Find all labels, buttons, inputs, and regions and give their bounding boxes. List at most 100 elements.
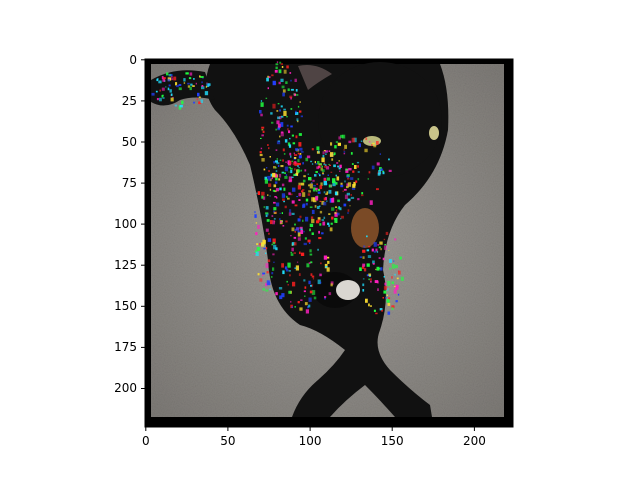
x-axis: 0 50 100 150 200 — [142, 427, 486, 448]
saliency-speck — [323, 191, 326, 194]
saliency-speck — [387, 302, 391, 306]
saliency-speck — [189, 72, 193, 76]
saliency-speck — [178, 105, 182, 110]
saliency-speck — [346, 174, 350, 178]
saliency-speck — [282, 92, 285, 97]
saliency-speck — [353, 137, 357, 143]
saliency-speck — [391, 276, 393, 279]
saliency-speck — [297, 232, 301, 237]
saliency-speck — [169, 89, 172, 93]
saliency-speck — [375, 312, 378, 315]
saliency-speck — [298, 153, 301, 156]
saliency-speck — [262, 239, 266, 245]
saliency-speck — [361, 192, 364, 195]
saliency-speck — [324, 164, 327, 166]
saliency-speck — [351, 137, 355, 143]
saliency-speck — [290, 125, 293, 128]
saliency-speck — [372, 260, 375, 264]
saliency-speck — [324, 296, 326, 300]
saliency-speck — [204, 91, 209, 96]
saliency-speck — [346, 192, 350, 196]
saliency-speck — [322, 174, 325, 176]
saliency-speck — [279, 116, 282, 119]
saliency-speck — [299, 153, 302, 155]
saliency-speck — [399, 256, 402, 260]
saliency-speck — [292, 281, 296, 287]
saliency-speck — [260, 147, 263, 150]
saliency-speck — [337, 199, 340, 203]
saliency-speck — [302, 204, 305, 208]
saliency-speck — [303, 175, 306, 178]
saliency-speck — [304, 302, 308, 306]
saliency-speck — [393, 289, 397, 294]
saliency-speck — [172, 96, 174, 98]
saliency-speck — [363, 245, 366, 248]
saliency-speck — [311, 275, 315, 278]
saliency-speck — [256, 192, 258, 194]
saliency-speck — [268, 147, 270, 150]
saliency-speck — [396, 277, 399, 280]
saliency-speck — [297, 301, 300, 304]
saliency-speck — [328, 292, 332, 296]
saliency-speck — [309, 253, 313, 256]
saliency-speck — [310, 284, 312, 287]
saliency-speck — [330, 281, 334, 285]
saliency-speck — [340, 215, 344, 219]
saliency-speck — [206, 82, 208, 84]
saliency-speck — [291, 212, 295, 215]
saliency-speck — [314, 187, 318, 191]
saliency-speck — [386, 294, 388, 296]
saliency-speck — [275, 177, 278, 181]
saliency-speck — [387, 311, 391, 315]
saliency-speck — [348, 140, 352, 144]
saliency-speck — [322, 172, 324, 175]
saliency-speck — [298, 199, 301, 201]
saliency-speck — [383, 238, 386, 241]
saliency-speck — [317, 191, 321, 194]
saliency-speck — [321, 169, 325, 172]
saliency-speck — [338, 167, 341, 170]
saliency-speck — [289, 274, 291, 277]
saliency-speck — [275, 247, 278, 251]
saliency-speck — [291, 227, 295, 232]
saliency-speck — [335, 192, 338, 196]
saliency-speck — [337, 207, 340, 210]
saliency-speck — [305, 202, 308, 206]
saliency-speck — [269, 288, 271, 291]
saliency-speck — [301, 190, 304, 193]
saliency-speck — [263, 206, 265, 209]
saliency-speck — [162, 94, 164, 97]
saliency-speck — [295, 148, 299, 151]
saliency-speck — [298, 167, 300, 169]
saliency-speck — [302, 189, 305, 191]
saliency-speck — [343, 152, 346, 155]
saliency-speck — [357, 198, 360, 201]
saliency-speck — [275, 149, 278, 151]
saliency-speck — [317, 279, 321, 285]
saliency-speck — [175, 82, 178, 86]
saliency-speck — [362, 249, 366, 253]
saliency-speck — [389, 267, 392, 270]
saliency-speck — [322, 221, 326, 226]
saliency-speck — [284, 166, 289, 172]
saliency-speck — [272, 253, 275, 256]
saliency-speck — [326, 183, 328, 185]
saliency-speck — [193, 101, 195, 104]
saliency-speck — [176, 85, 179, 88]
saliency-speck — [287, 88, 290, 91]
saliency-speck — [302, 162, 304, 165]
saliency-speck — [269, 188, 272, 191]
saliency-speck — [369, 305, 372, 307]
saliency-speck — [362, 283, 365, 287]
saliency-speck — [274, 173, 277, 178]
saliency-speck — [362, 278, 365, 280]
saliency-speck — [286, 280, 288, 283]
saliency-speck — [315, 196, 319, 201]
saliency-speck — [334, 211, 337, 214]
saliency-speck — [318, 166, 321, 168]
saliency-speck — [196, 98, 199, 101]
saliency-speck — [288, 176, 293, 182]
saliency-speck — [291, 176, 294, 178]
saliency-speck — [394, 273, 396, 276]
saliency-speck — [362, 263, 366, 267]
